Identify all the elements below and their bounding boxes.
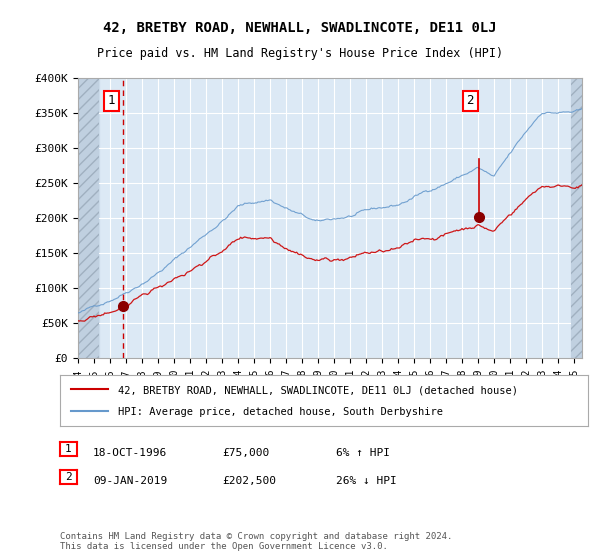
Text: 09-JAN-2019: 09-JAN-2019 — [93, 477, 167, 487]
Text: HPI: Average price, detached house, South Derbyshire: HPI: Average price, detached house, Sout… — [118, 408, 443, 418]
Text: 2: 2 — [65, 473, 72, 482]
Text: 42, BRETBY ROAD, NEWHALL, SWADLINCOTE, DE11 0LJ (detached house): 42, BRETBY ROAD, NEWHALL, SWADLINCOTE, D… — [118, 385, 518, 395]
Text: 1: 1 — [65, 445, 72, 454]
Bar — [78, 78, 99, 358]
Text: 42, BRETBY ROAD, NEWHALL, SWADLINCOTE, DE11 0LJ: 42, BRETBY ROAD, NEWHALL, SWADLINCOTE, D… — [103, 21, 497, 35]
Text: Contains HM Land Registry data © Crown copyright and database right 2024.
This d: Contains HM Land Registry data © Crown c… — [60, 532, 452, 552]
Bar — [571, 78, 582, 358]
Text: 18-OCT-1996: 18-OCT-1996 — [93, 449, 167, 459]
Text: 1: 1 — [108, 94, 115, 108]
Text: £75,000: £75,000 — [222, 449, 269, 459]
Text: £202,500: £202,500 — [222, 477, 276, 487]
Text: Price paid vs. HM Land Registry's House Price Index (HPI): Price paid vs. HM Land Registry's House … — [97, 46, 503, 60]
Text: 26% ↓ HPI: 26% ↓ HPI — [336, 477, 397, 487]
Bar — [571, 78, 582, 358]
Text: 2: 2 — [466, 94, 474, 108]
Bar — [78, 78, 99, 358]
Text: 6% ↑ HPI: 6% ↑ HPI — [336, 449, 390, 459]
